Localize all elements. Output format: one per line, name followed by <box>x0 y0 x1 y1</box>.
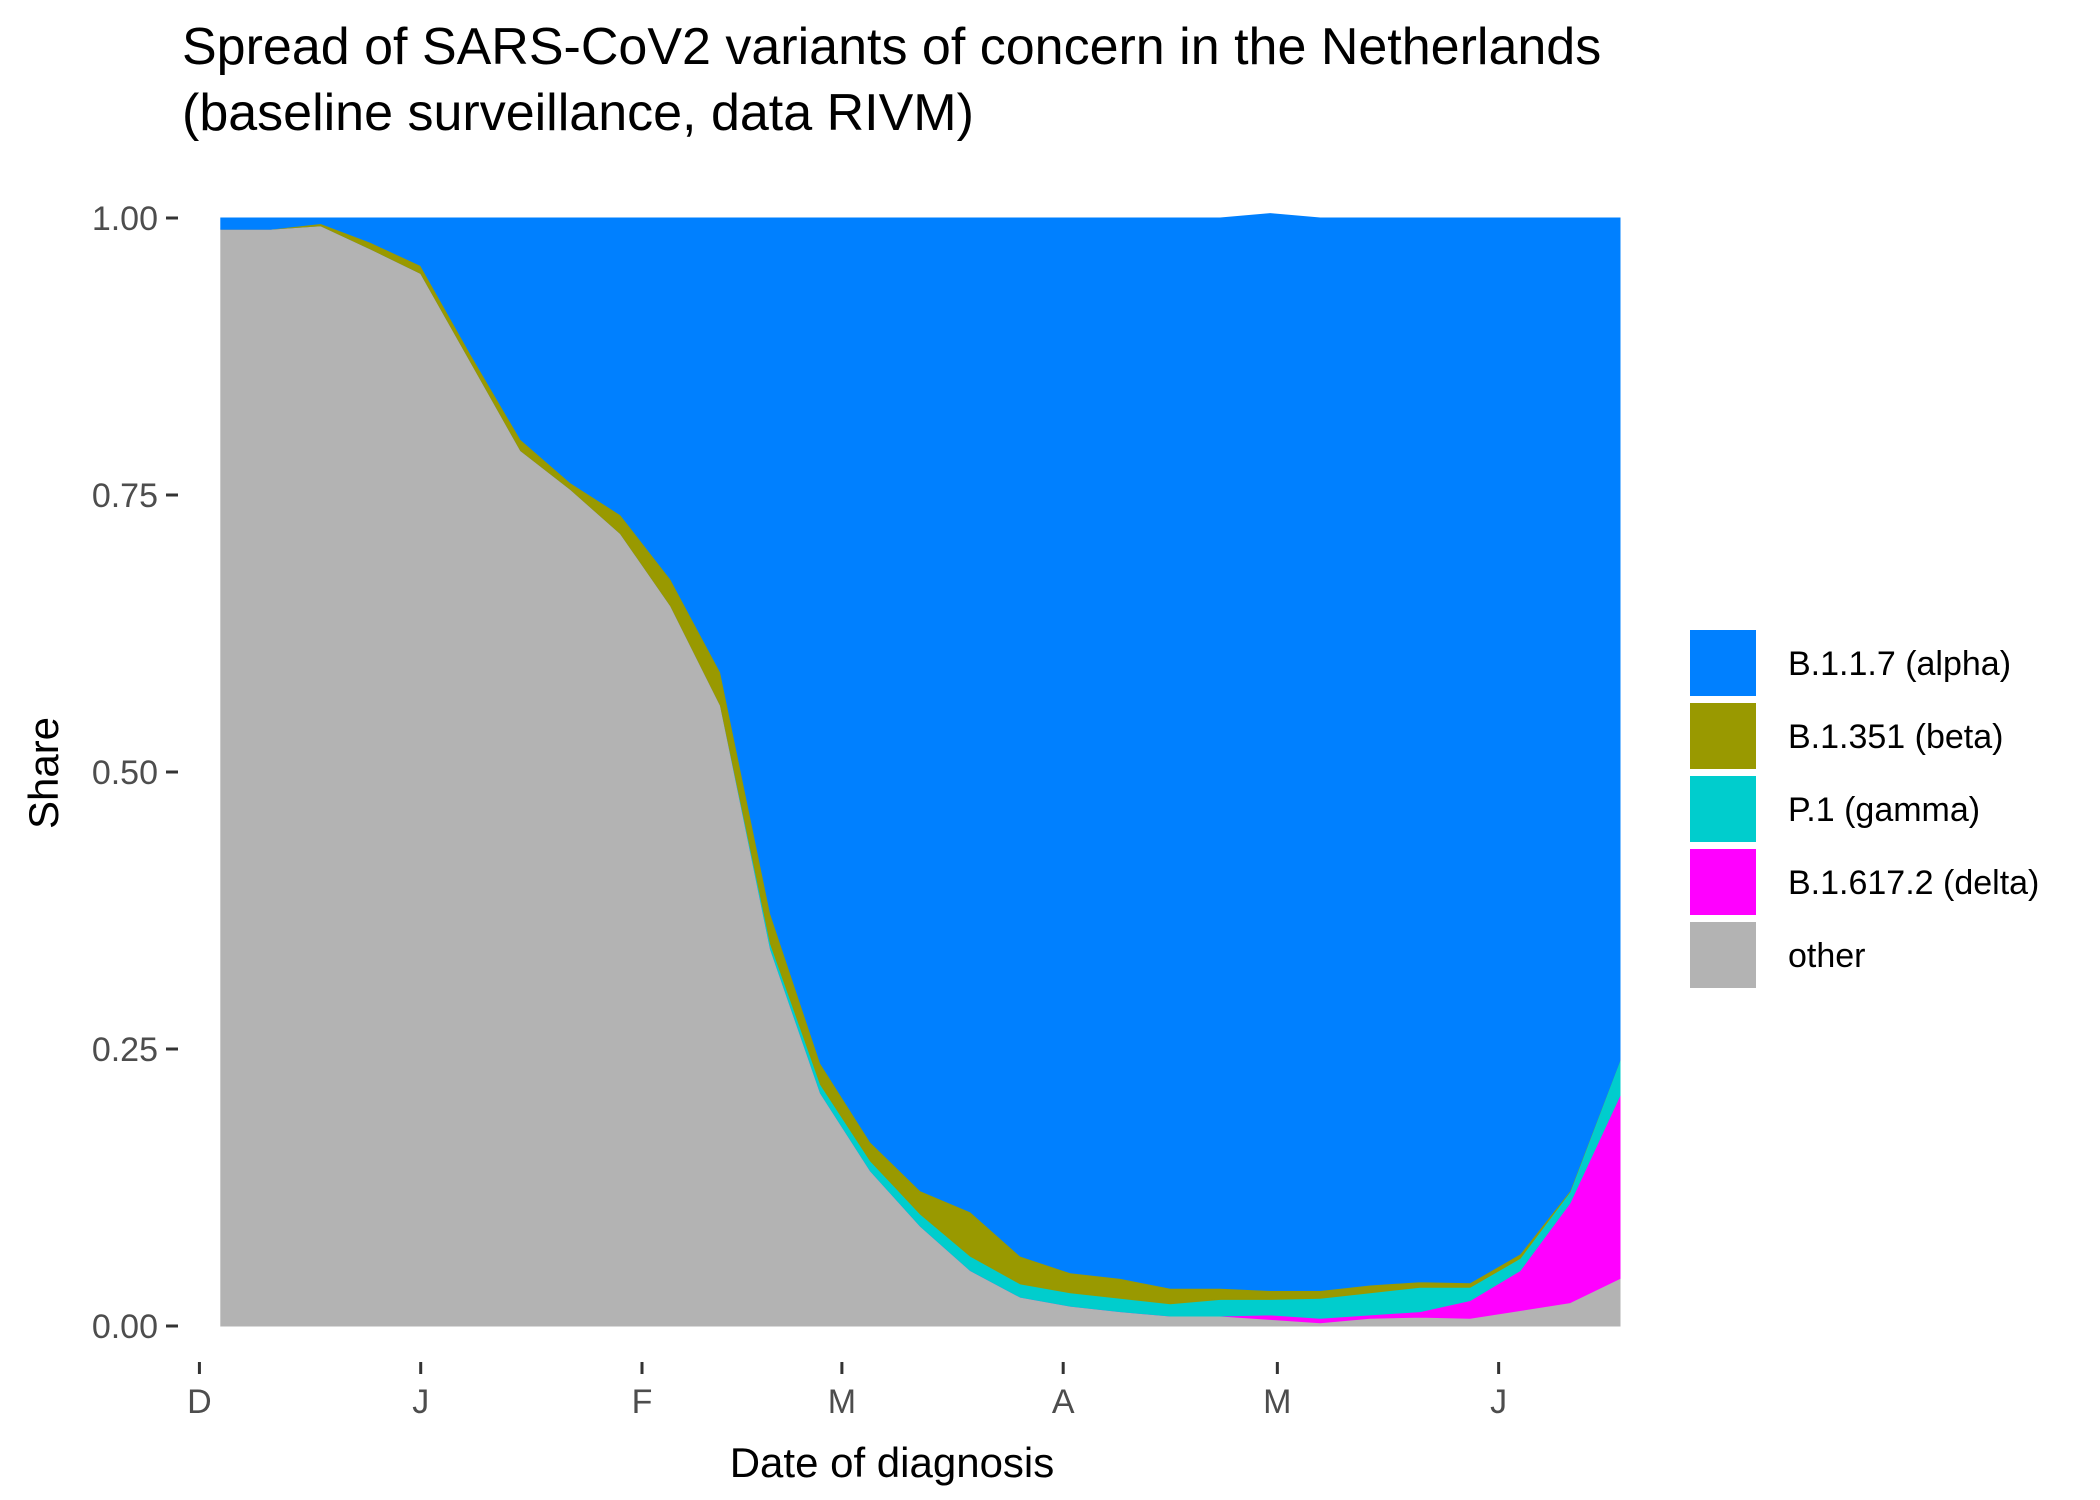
legend-label-b-1-351-beta: B.1.351 (beta) <box>1788 718 2003 756</box>
y-tick-label: 0.00 <box>92 1308 158 1346</box>
y-tick-label: 0.25 <box>92 1031 158 1069</box>
legend-label-b-1-617-2-delta: B.1.617.2 (delta) <box>1788 864 2039 902</box>
x-tick-label: M <box>828 1383 856 1421</box>
y-tick-label: 1.00 <box>92 200 158 238</box>
chart-subtitle: (baseline surveillance, data RIVM) <box>182 84 974 142</box>
y-tick-label: 0.75 <box>92 477 158 515</box>
chart-title: Spread of SARS-CoV2 variants of concern … <box>182 18 1601 76</box>
x-tick-label: J <box>412 1383 429 1421</box>
legend-swatch-b-1-1-7-alpha <box>1690 630 1756 696</box>
legend-label-p-1-gamma: P.1 (gamma) <box>1788 791 1980 829</box>
stacked-areas <box>220 213 1621 1327</box>
legend: B.1.1.7 (alpha) B.1.351 (beta) P.1 (gamma)… <box>1690 630 2039 988</box>
legend-label-b-1-1-7-alpha: B.1.1.7 (alpha) <box>1788 645 2011 683</box>
y-axis-title: Share <box>20 717 67 829</box>
y-axis: 0.00 0.25 0.50 0.75 1.00 <box>92 200 178 1346</box>
x-tick-label: M <box>1263 1383 1291 1421</box>
y-tick-label: 0.50 <box>92 754 158 792</box>
legend-swatch-other <box>1690 922 1756 988</box>
legend-label-other: other <box>1788 937 1866 975</box>
x-tick-label: J <box>1490 1383 1507 1421</box>
x-tick-label: D <box>187 1383 212 1421</box>
legend-swatch-b-1-617-2-delta <box>1690 849 1756 915</box>
legend-swatch-p-1-gamma <box>1690 776 1756 842</box>
x-tick-label: A <box>1052 1383 1075 1421</box>
legend-swatch-b-1-351-beta <box>1690 703 1756 769</box>
x-tick-label: F <box>632 1383 653 1421</box>
area-b-1-1-7-alpha <box>220 213 1621 1291</box>
x-axis-title: Date of diagnosis <box>730 1439 1055 1486</box>
